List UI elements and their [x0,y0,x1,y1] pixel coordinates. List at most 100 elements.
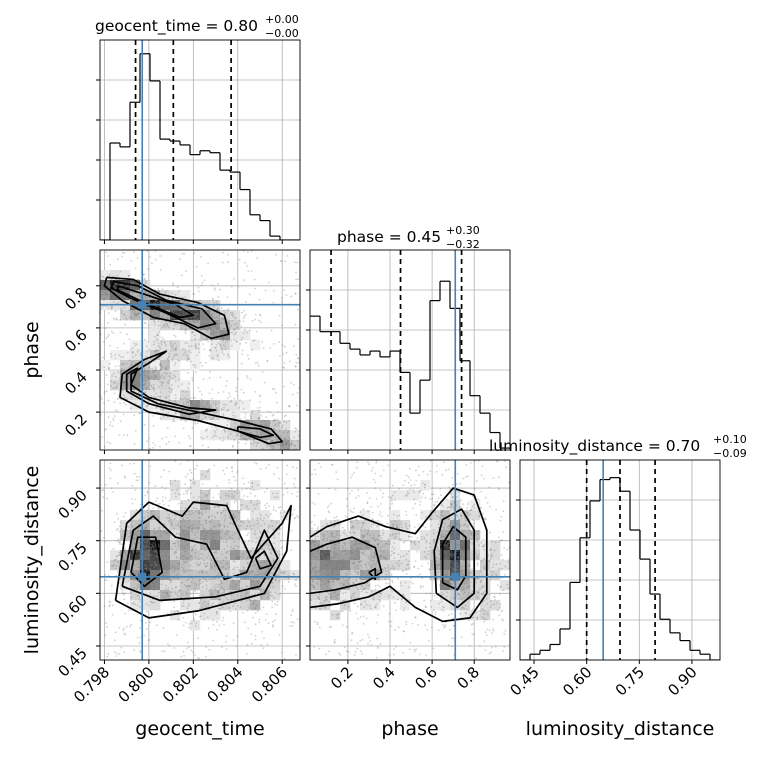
sample-point [236,326,239,329]
sample-point [237,525,240,527]
sample-point [177,309,180,312]
sample-point [255,330,258,333]
density-cell [150,510,161,521]
density-cell [150,600,161,611]
sample-point [205,328,208,331]
sample-point [136,604,139,607]
sample-point [179,309,182,312]
sample-point [222,344,225,346]
sample-point [103,445,106,448]
sample-point [179,328,182,331]
density-cell [190,400,201,411]
sample-point [253,574,256,576]
sample-point [211,332,214,335]
sample-point [143,547,146,550]
sample-point [174,353,177,356]
sample-point [215,320,218,323]
sample-point [173,577,175,579]
density-cell [330,550,341,561]
sample-point [206,451,208,453]
sample-point [113,392,116,395]
sample-point [247,250,249,253]
sample-point [132,291,135,294]
density-cell [330,560,341,571]
sample-point [185,533,188,536]
density-cell [440,590,451,601]
sample-point [117,397,120,400]
sample-point [236,488,239,491]
sample-point [202,418,204,420]
sample-point [212,619,215,622]
sample-point [200,496,203,499]
sample-point [215,532,217,535]
sample-point [265,424,267,427]
sample-point [254,599,257,601]
sample-point [184,557,187,560]
axes-frame [99,459,301,661]
sample-point [131,302,134,304]
sample-point [249,578,252,581]
sample-point [235,583,238,586]
sample-point [157,507,159,510]
sample-point [153,340,156,343]
sample-point [157,345,160,347]
sample-point [136,279,139,281]
density-cell [200,500,211,511]
sample-point [125,298,128,301]
panel-2d-geocent-time-luminosity-distance [96,451,301,664]
sample-point [128,309,131,312]
sample-point [198,509,200,512]
sample-point [138,566,141,569]
sample-point [104,574,106,576]
sample-point [114,365,117,368]
sample-point [148,533,150,535]
density-cell [310,580,321,591]
density-cell [140,510,151,521]
sample-point [191,577,194,580]
sample-point [116,318,119,321]
sample-point [223,309,225,312]
sample-point [194,582,196,585]
sample-point [172,317,175,320]
sample-point [139,558,142,560]
sample-point [292,621,295,624]
sample-point [96,294,98,296]
density-cell [290,440,300,450]
sample-point [160,340,163,342]
sample-point [106,294,109,297]
sample-point [179,309,182,311]
sample-point [278,506,280,509]
sample-point [154,368,157,371]
sample-point [191,557,194,560]
sample-point [144,557,147,560]
sample-point [200,533,202,536]
sample-point [131,548,134,550]
sample-point [131,577,134,579]
sample-point [168,379,171,382]
sample-point [264,420,267,423]
sample-point [197,496,200,498]
density-cell [230,600,241,611]
sample-point [228,588,230,591]
sample-point [245,592,248,595]
sample-point [224,532,227,535]
sample-point [123,314,126,317]
sample-point [157,395,159,398]
sample-point [132,346,135,349]
density-cell [170,510,181,521]
sample-point [223,409,225,411]
sample-point [242,391,245,394]
sample-point [138,546,141,549]
sample-point [151,262,153,264]
sample-point [116,652,118,655]
sample-point [131,292,134,294]
sample-point [234,403,237,405]
sample-point [294,261,296,264]
density-cell [470,610,481,621]
sample-point [106,497,108,500]
sample-point [316,527,319,530]
sample-point [200,274,203,277]
density-cell [150,570,161,581]
sample-point [120,370,123,373]
sample-point [250,419,253,422]
